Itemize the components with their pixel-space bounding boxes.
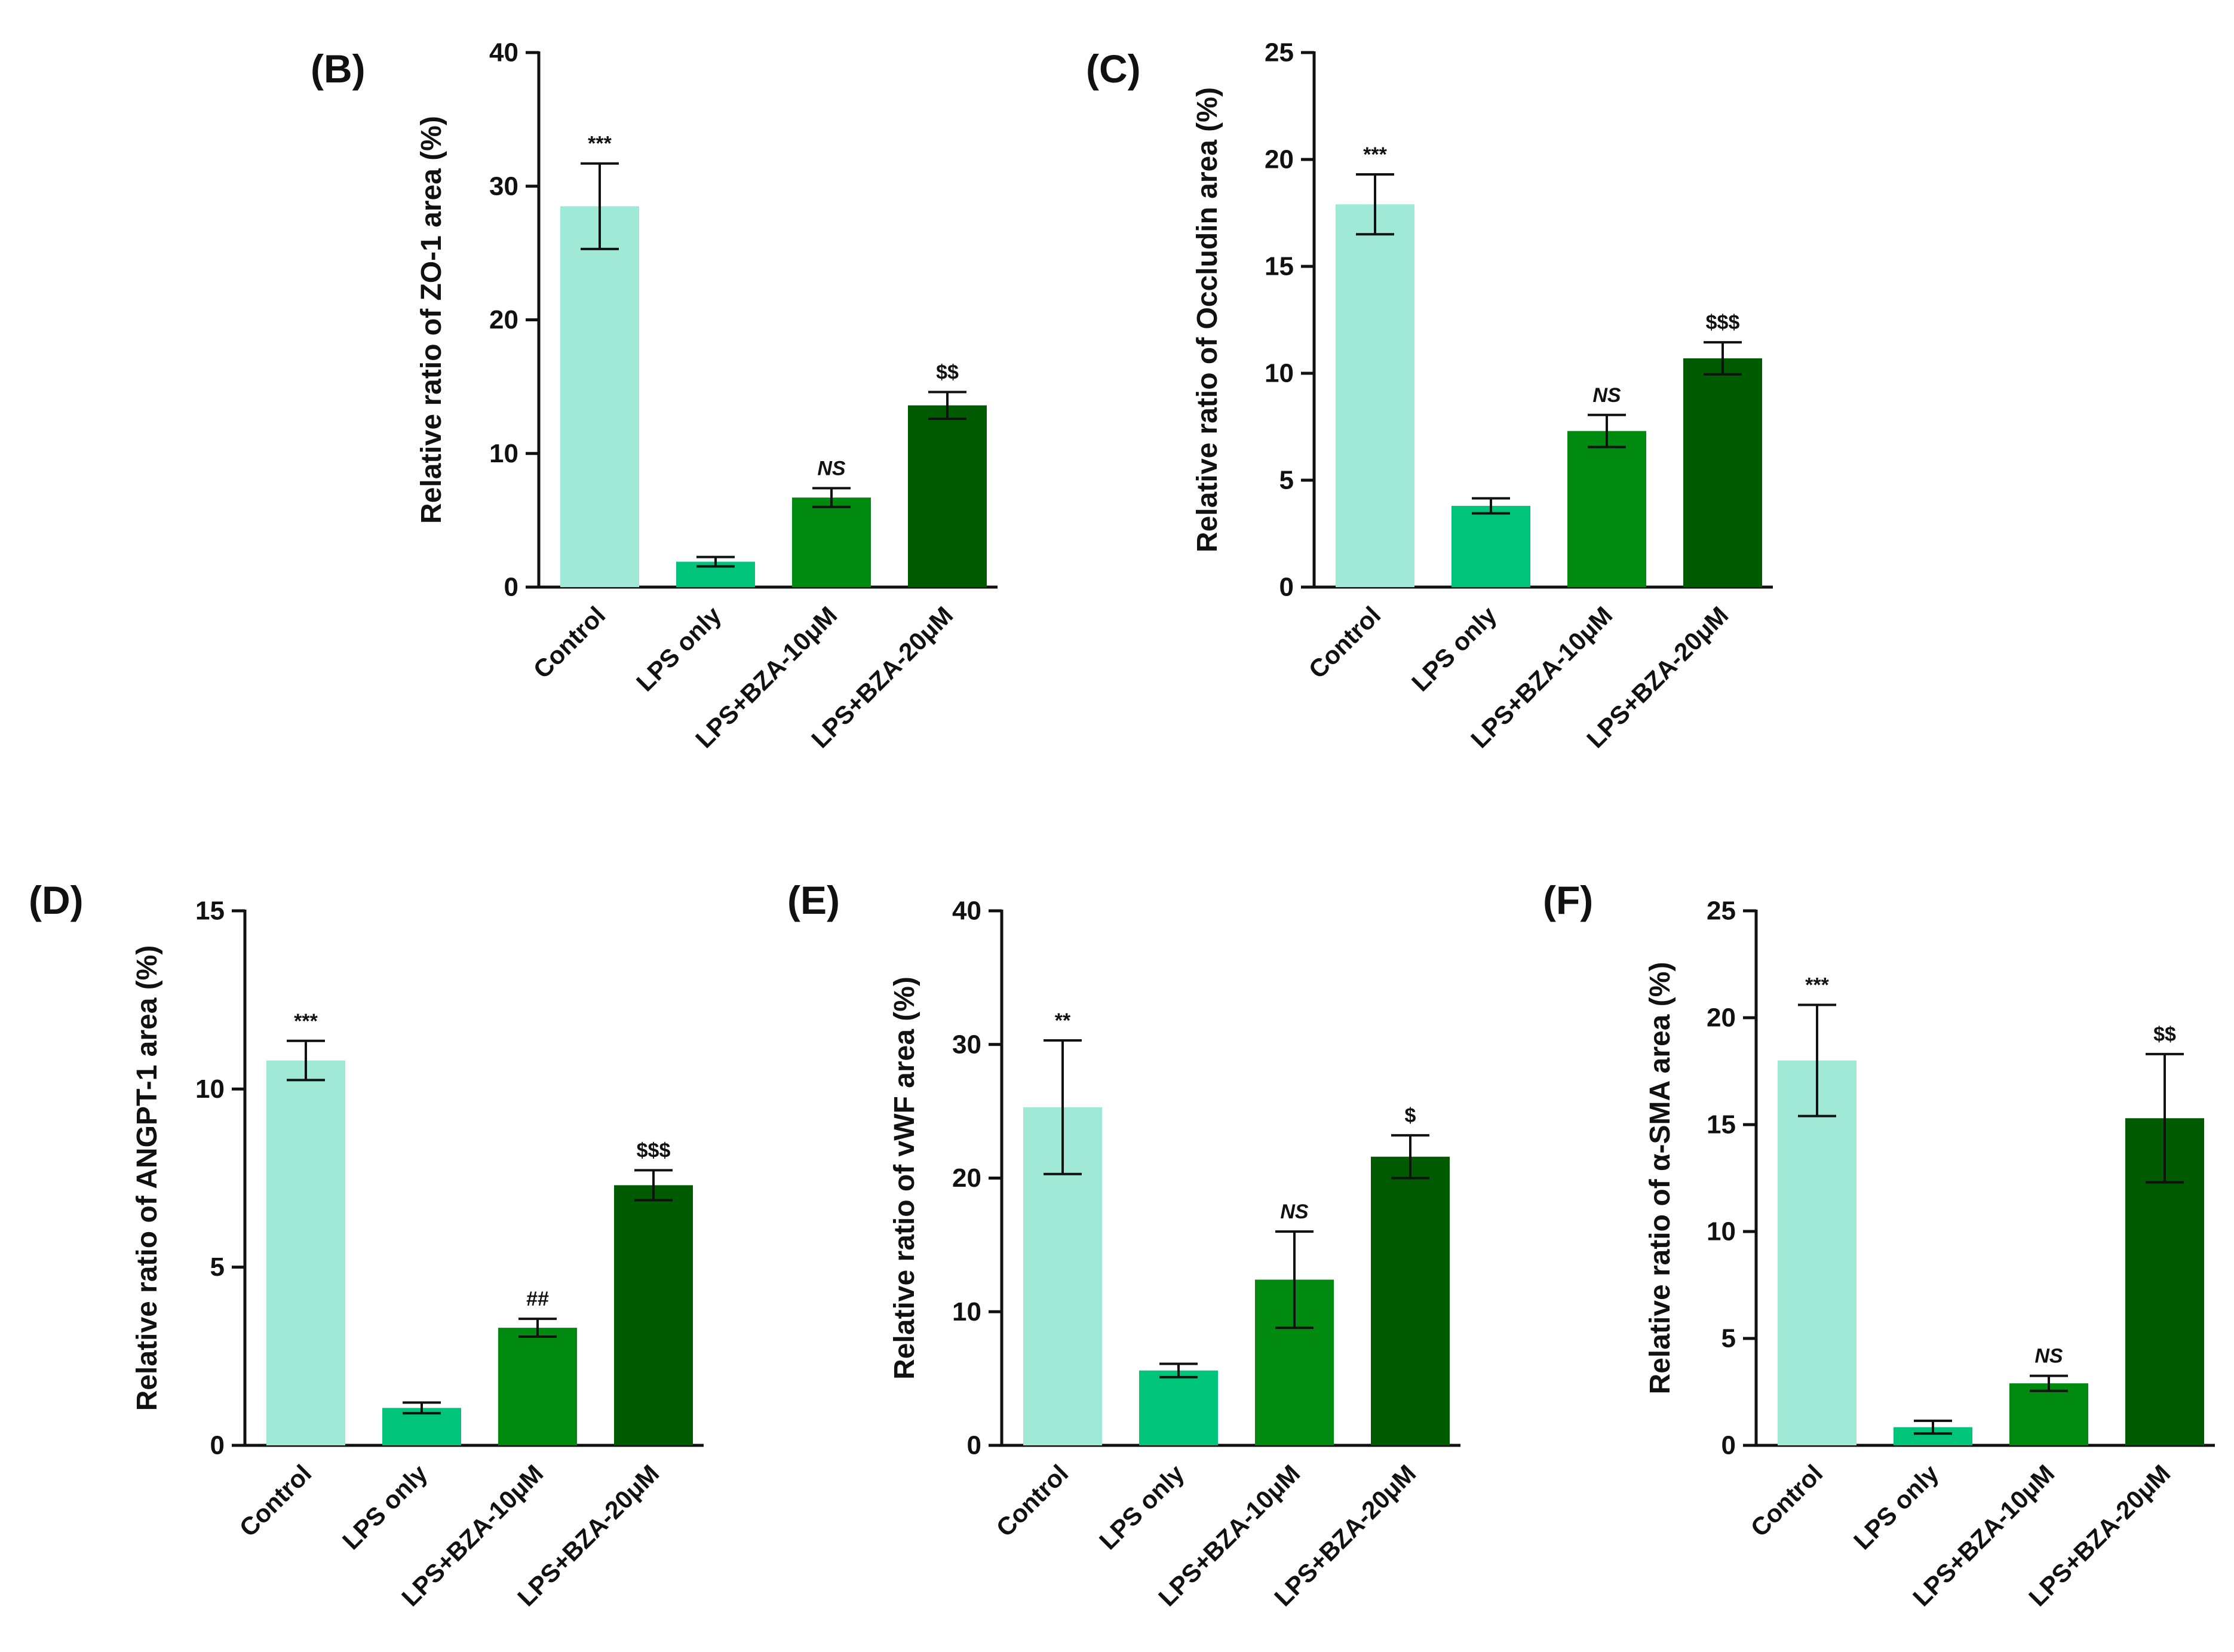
bar-1 <box>560 206 639 587</box>
y-axis-title: Relative ratio of ZO-1 area (%) <box>416 116 447 524</box>
bar-3 <box>2009 1383 2088 1445</box>
bar-1 <box>1336 204 1414 587</box>
y-tick-label: 10 <box>195 1074 225 1104</box>
significance-label: *** <box>1363 143 1387 166</box>
y-tick-label: 20 <box>1265 145 1294 174</box>
significance-label: $$ <box>936 361 959 383</box>
significance-label: NS <box>817 457 846 480</box>
chart-panel-5: (F) Relative ratio of α-SMA area (%) 0 5 10 1… <box>1543 878 2215 1611</box>
bar-2 <box>1452 505 1530 587</box>
bar-3 <box>498 1328 577 1445</box>
bar-3 <box>792 498 871 587</box>
y-tick-label: 15 <box>1707 1110 1736 1140</box>
y-tick-label: 5 <box>1279 466 1294 495</box>
significance-label: $$$ <box>1706 311 1740 334</box>
bar-4 <box>1683 358 1762 587</box>
significance-label: $ <box>1405 1104 1416 1127</box>
y-tick-label: 40 <box>952 896 981 926</box>
y-tick-label: 10 <box>1707 1217 1736 1246</box>
bar-4 <box>908 405 987 587</box>
significance-label: *** <box>294 1010 318 1033</box>
chart-panel-2: (C) Relative ratio of Occludin area (%) 0 5… <box>1086 38 1773 753</box>
bar-1 <box>266 1060 345 1445</box>
y-tick-label: 30 <box>489 171 518 201</box>
significance-label: NS <box>2034 1345 2063 1368</box>
x-category-label: Control <box>991 1459 1074 1542</box>
y-tick-label: 0 <box>1279 573 1294 602</box>
y-tick-label: 0 <box>504 573 518 602</box>
y-tick-label: 0 <box>1721 1431 1736 1460</box>
x-category-label: Control <box>1745 1459 1828 1542</box>
y-axis-title: Relative ratio of α-SMA area (%) <box>1644 962 1676 1395</box>
x-category-label: LPS only <box>1848 1459 1944 1555</box>
y-axis-title: Relative ratio of ANGPT-1 area (%) <box>131 945 163 1411</box>
significance-label: ## <box>526 1288 549 1310</box>
y-tick-label: 0 <box>210 1431 225 1460</box>
x-category-label: Control <box>528 601 611 684</box>
significance-label: $$$ <box>637 1139 671 1162</box>
significance-label: NS <box>1592 384 1621 407</box>
y-tick-label: 5 <box>210 1252 225 1282</box>
y-tick-label: 5 <box>1721 1324 1736 1353</box>
bar-4 <box>1371 1156 1450 1445</box>
panel-label: (D) <box>29 878 84 922</box>
chart-panel-3: (D) Relative ratio of ANGPT-1 area (%) 0 5 1… <box>29 878 704 1611</box>
significance-label: ** <box>1055 1009 1071 1032</box>
y-axis-title: Relative ratio of vWF area (%) <box>889 977 920 1380</box>
panel-label: (B) <box>311 47 366 91</box>
significance-label: *** <box>1805 974 1829 997</box>
y-tick-label: 15 <box>1265 252 1294 281</box>
y-tick-label: 10 <box>489 439 518 468</box>
x-category-label: LPS only <box>1406 601 1502 697</box>
x-category-label: LPS only <box>1094 1459 1190 1555</box>
y-axis-title: Relative ratio of Occludin area (%) <box>1192 87 1223 552</box>
significance-label: NS <box>1280 1200 1309 1223</box>
y-tick-label: 15 <box>195 896 225 926</box>
chart-panel-4: (E) Relative ratio of vWF area (%) 0 10 20 30… <box>787 878 1460 1611</box>
bar-4 <box>614 1185 693 1445</box>
panel-label: (F) <box>1543 878 1593 922</box>
y-tick-label: 40 <box>489 38 518 67</box>
x-category-label: Control <box>234 1459 317 1542</box>
y-tick-label: 20 <box>952 1163 981 1193</box>
bar-3 <box>1567 431 1646 587</box>
y-tick-label: 20 <box>1707 1003 1736 1033</box>
bar-2 <box>1139 1370 1218 1445</box>
x-category-label: LPS only <box>631 601 727 697</box>
x-category-label: Control <box>1303 601 1386 684</box>
x-category-label: LPS only <box>337 1459 433 1555</box>
y-tick-label: 25 <box>1265 38 1294 67</box>
significance-label: $$ <box>2153 1023 2176 1046</box>
chart-panel-1: (B) Relative ratio of ZO-1 area (%) 0 10 20 3… <box>311 38 998 753</box>
panel-label: (C) <box>1086 47 1141 91</box>
significance-label: *** <box>588 133 612 155</box>
panel-label: (E) <box>787 878 840 922</box>
bar-1 <box>1778 1060 1856 1445</box>
y-tick-label: 20 <box>489 305 518 334</box>
y-tick-label: 10 <box>1265 359 1294 388</box>
y-tick-label: 10 <box>952 1297 981 1326</box>
y-tick-label: 0 <box>967 1431 981 1460</box>
y-tick-label: 25 <box>1707 896 1736 926</box>
y-tick-label: 30 <box>952 1030 981 1059</box>
